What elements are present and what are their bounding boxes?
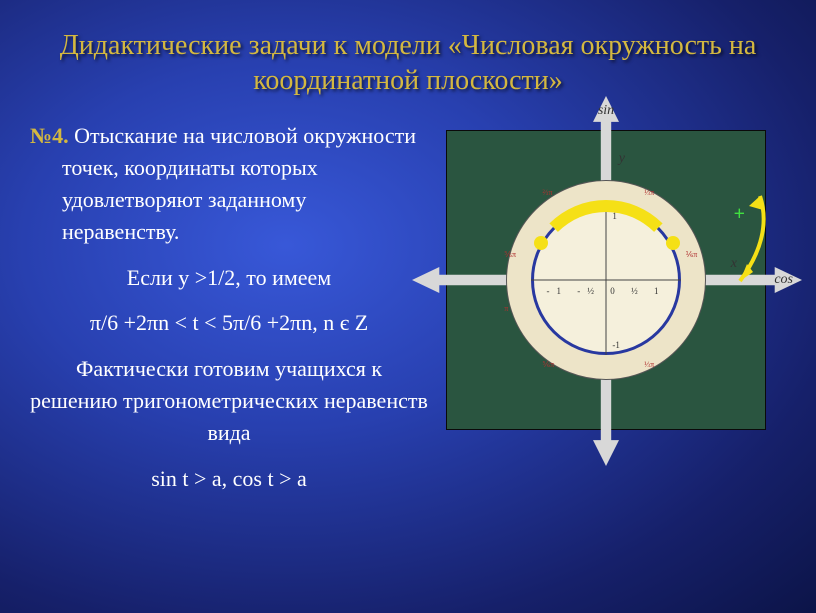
- red-mark-3: ⅚π: [504, 250, 516, 259]
- text-column: №4. Отыскание на числовой окружности точ…: [30, 120, 428, 509]
- paragraph-4: Фактически готовим учащихся к решению тр…: [30, 353, 428, 449]
- arc-endpoint-left: [534, 236, 548, 250]
- arc-highlight: [526, 200, 686, 360]
- task-number: №4.: [30, 123, 69, 148]
- red-mark-2: ⅓π: [644, 188, 654, 197]
- paragraph-3: π/6 +2πn < t < 5π/6 +2πn, n є Z: [30, 307, 428, 339]
- paragraph-1: №4. Отыскание на числовой окружности точ…: [30, 120, 428, 248]
- axis-label-sin: sin: [598, 103, 614, 119]
- unit-circle-diagram: sin y cos x -1 -½ 0 ½ 1 1 -1 ⅔π ⅓π ⅚π ⅙π…: [446, 130, 766, 430]
- paragraph-2: Если y >1/2, то имеем: [30, 262, 428, 294]
- slide-title: Дидактические задачи к модели «Числовая …: [0, 0, 816, 98]
- para1-text: Отыскание на числовой окружности точек, …: [62, 123, 416, 244]
- red-mark-4: ⅙π: [686, 250, 698, 259]
- diagram-column: sin y cos x -1 -½ 0 ½ 1 1 -1 ⅔π ⅓π ⅚π ⅙π…: [446, 120, 786, 509]
- axis-label-cos: cos: [774, 272, 793, 288]
- axis-label-y: y: [619, 151, 625, 167]
- arc-endpoint-right: [666, 236, 680, 250]
- plus-sign: +: [734, 203, 745, 226]
- paragraph-5: sin t > a, cos t > a: [30, 463, 428, 495]
- red-mark-6: ⅚π: [542, 360, 554, 369]
- red-mark-7: ⅓π: [644, 360, 654, 369]
- red-mark-5: π: [504, 304, 508, 313]
- content-row: №4. Отыскание на числовой окружности точ…: [0, 98, 816, 509]
- red-mark-1: ⅔π: [542, 188, 552, 197]
